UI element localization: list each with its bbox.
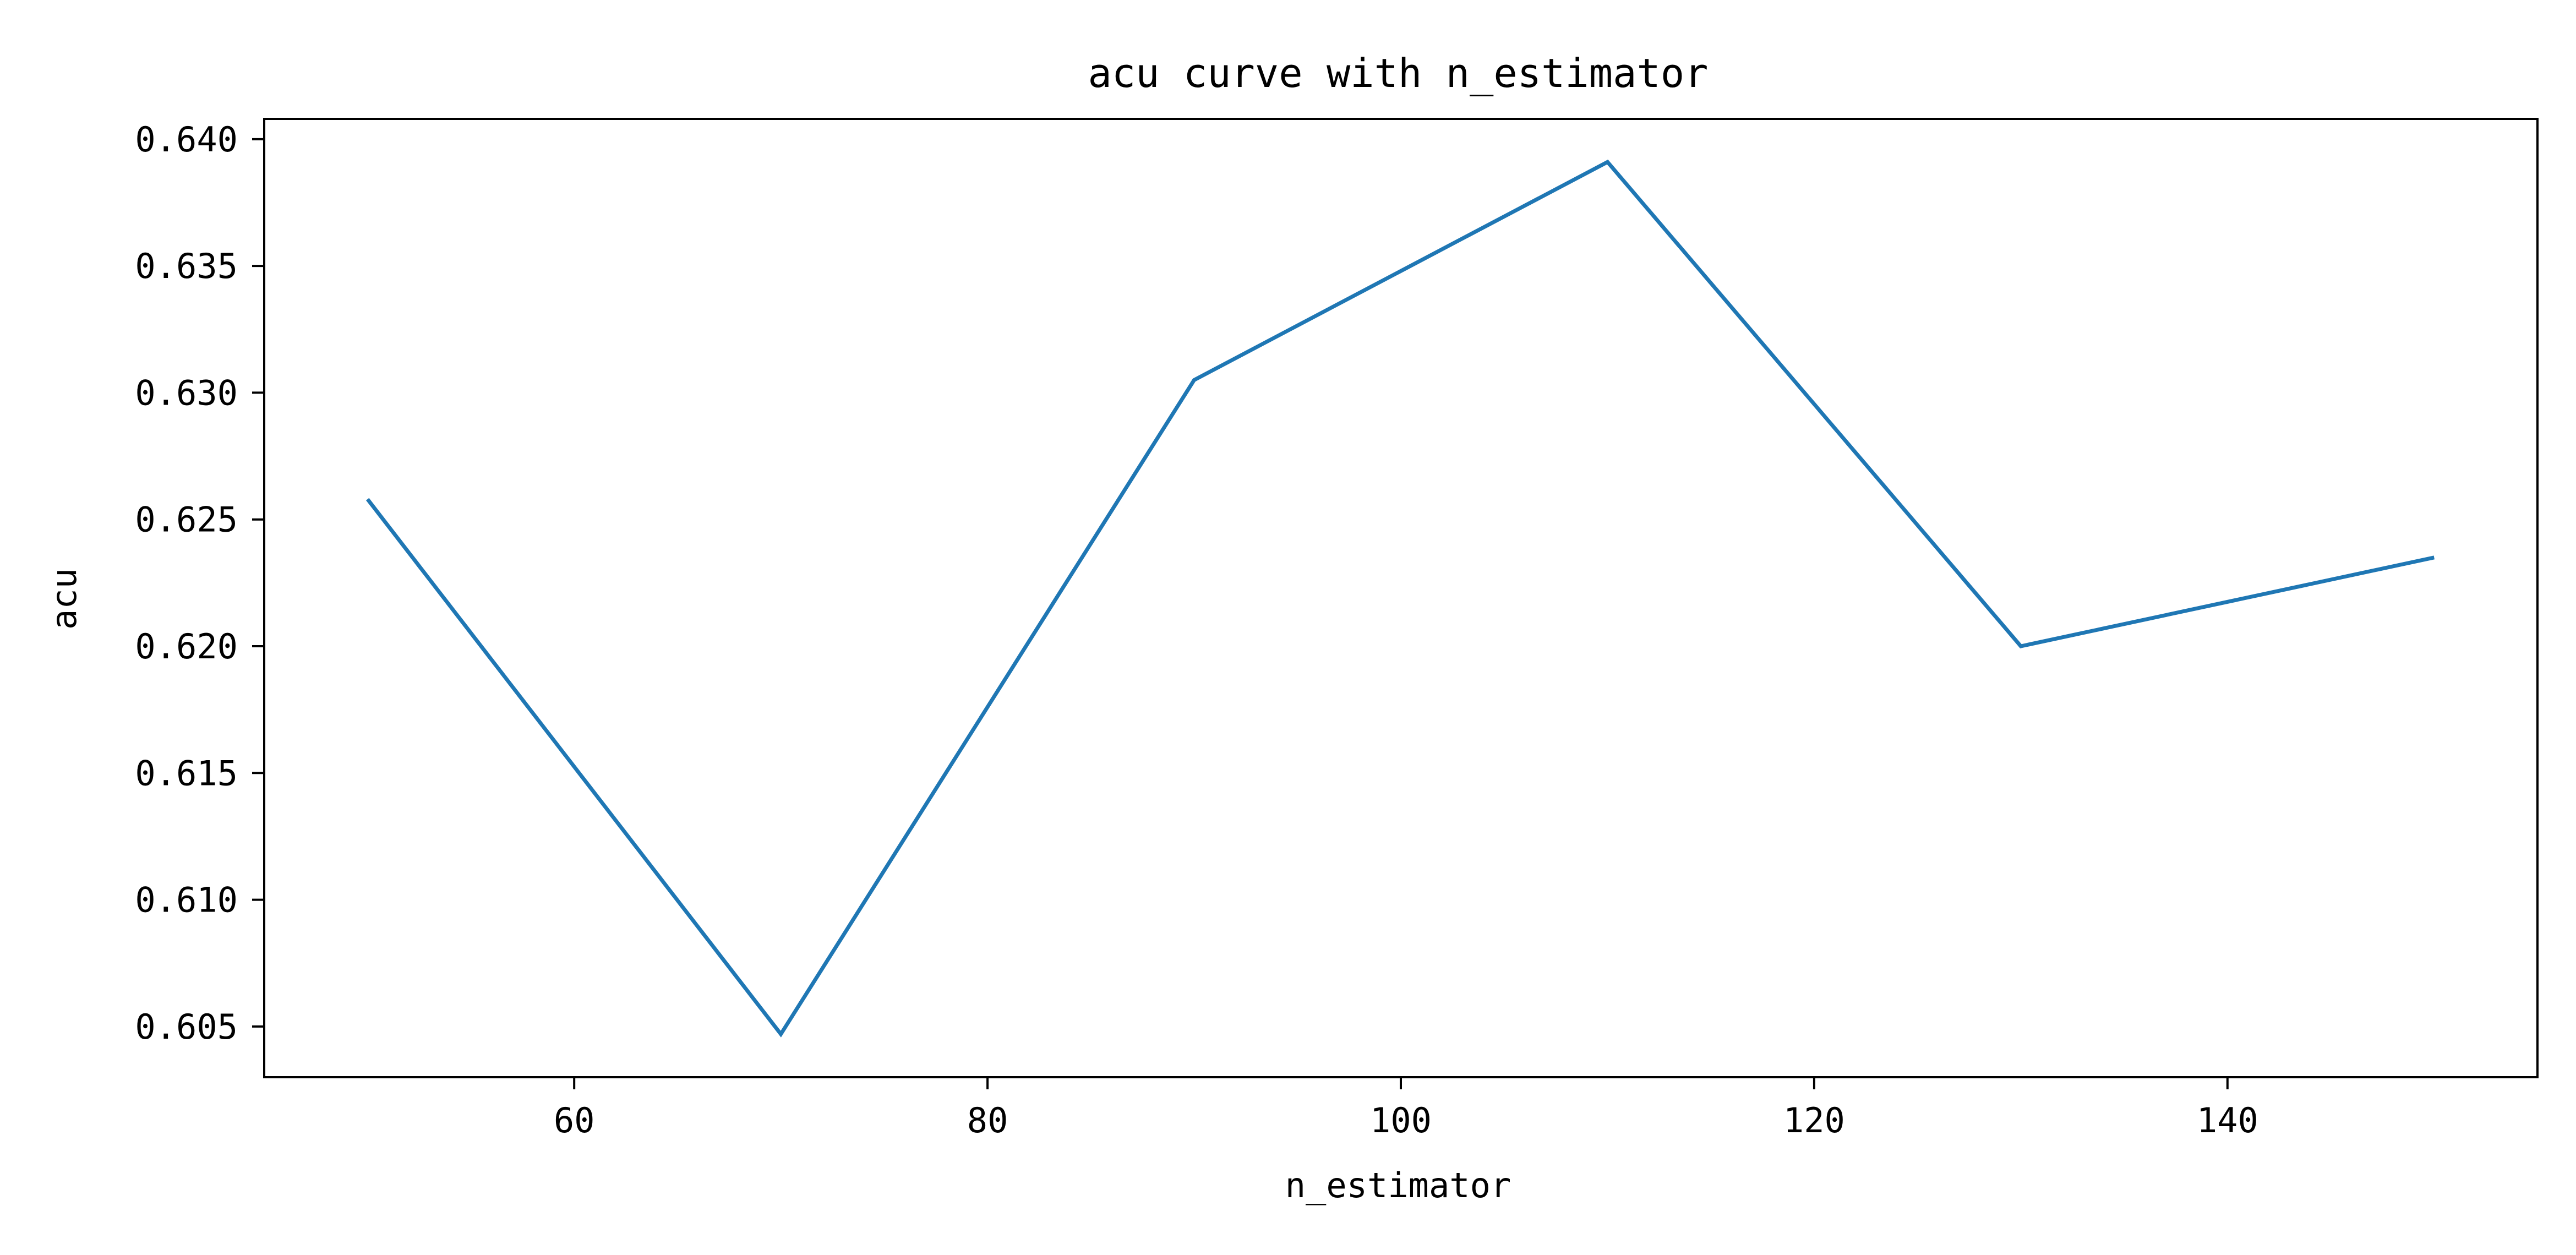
y-tick-label: 0.605 [135,1007,238,1047]
y-tick-label: 0.610 [135,880,238,920]
y-axis: 0.605 0.610 0.615 0.620 0.625 0.630 0.635 0.640 [135,119,264,1047]
x-tick-label: 140 [2197,1100,2258,1141]
y-tick-label: 0.615 [135,753,238,793]
x-axis: 60 80 100 120 140 [554,1077,2258,1141]
x-tick-label: 100 [1370,1100,1432,1141]
chart-title: acu curve with n_estimator [1088,50,1708,96]
series-layer [365,159,2435,1038]
y-tick-label: 0.635 [135,246,238,286]
y-tick-label: 0.630 [135,373,238,413]
x-tick-label: 120 [1783,1100,1845,1141]
series-line [365,159,2435,1038]
y-tick-label: 0.620 [135,626,238,667]
x-axis-label: n_estimator [1285,1165,1511,1205]
y-axis-label: acu [44,568,84,630]
y-tick-label: 0.640 [135,119,238,160]
plot-area-frame [263,118,2539,1078]
x-tick-label: 80 [967,1100,1008,1141]
y-tick-label: 0.625 [135,500,238,540]
x-tick-label: 60 [554,1100,595,1141]
